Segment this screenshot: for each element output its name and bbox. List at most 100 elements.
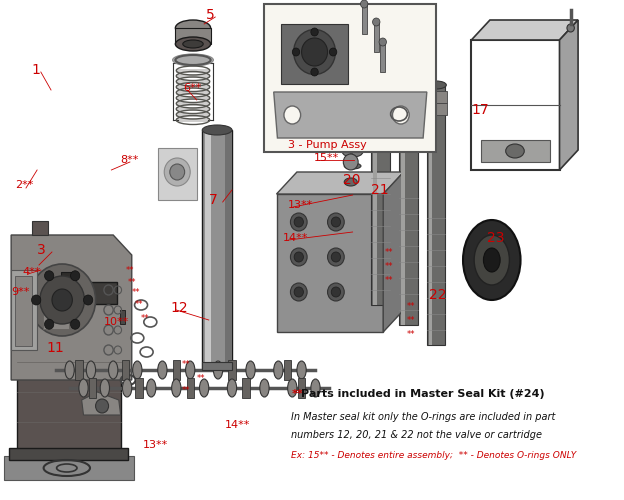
Polygon shape: [276, 172, 404, 194]
Ellipse shape: [274, 361, 283, 379]
Text: **: **: [141, 314, 150, 324]
Text: 8**: 8**: [120, 155, 139, 165]
Bar: [177, 68, 210, 72]
Text: 13**: 13**: [143, 440, 168, 450]
Bar: [21, 282, 117, 304]
Ellipse shape: [200, 379, 209, 397]
Ellipse shape: [227, 379, 236, 397]
Bar: [75, 360, 82, 380]
Ellipse shape: [172, 379, 181, 397]
Ellipse shape: [86, 361, 95, 379]
Circle shape: [329, 48, 337, 56]
Circle shape: [292, 48, 300, 56]
Bar: [32, 221, 48, 235]
Circle shape: [328, 213, 344, 231]
Bar: [480, 140, 550, 162]
Polygon shape: [82, 392, 120, 415]
Bar: [228, 360, 236, 380]
Bar: [373, 95, 377, 305]
Text: 11: 11: [46, 341, 64, 355]
Bar: [397, 113, 419, 125]
Bar: [427, 85, 446, 345]
Text: 20: 20: [343, 173, 361, 187]
Bar: [429, 85, 432, 345]
Bar: [177, 96, 210, 100]
Bar: [187, 378, 194, 398]
Ellipse shape: [202, 125, 232, 135]
Ellipse shape: [122, 379, 132, 397]
Ellipse shape: [40, 276, 84, 324]
Ellipse shape: [164, 158, 190, 186]
Text: 17: 17: [471, 103, 489, 117]
Ellipse shape: [343, 176, 363, 184]
Bar: [9, 448, 128, 460]
Ellipse shape: [301, 38, 328, 66]
Circle shape: [71, 319, 80, 329]
Circle shape: [361, 0, 368, 8]
Text: 2**: 2**: [15, 180, 33, 190]
Bar: [265, 4, 436, 152]
Circle shape: [294, 252, 303, 262]
Circle shape: [32, 295, 41, 305]
Ellipse shape: [260, 379, 269, 397]
Ellipse shape: [474, 235, 509, 285]
Bar: [284, 360, 291, 380]
Ellipse shape: [147, 379, 156, 397]
Text: **: **: [182, 386, 190, 394]
Circle shape: [379, 38, 386, 46]
Bar: [276, 194, 383, 332]
Bar: [177, 74, 210, 78]
Ellipse shape: [463, 220, 520, 300]
Text: **: **: [197, 374, 205, 382]
Bar: [120, 310, 125, 324]
Text: numbers 12, 20, 21 & 22 not the valve or cartridge: numbers 12, 20, 21 & 22 not the valve or…: [291, 430, 542, 440]
Bar: [369, 101, 392, 113]
Circle shape: [71, 271, 80, 281]
Text: 10**: 10**: [104, 317, 129, 327]
Text: 12: 12: [171, 301, 188, 315]
Text: 9**: 9**: [11, 287, 29, 297]
Ellipse shape: [344, 163, 361, 169]
Bar: [362, 4, 366, 34]
Circle shape: [328, 248, 344, 266]
Ellipse shape: [175, 20, 211, 36]
Text: 14**: 14**: [225, 420, 250, 430]
Bar: [205, 130, 211, 370]
Ellipse shape: [398, 91, 419, 99]
Ellipse shape: [52, 289, 72, 311]
Text: 22: 22: [429, 288, 446, 302]
Ellipse shape: [294, 30, 336, 74]
Bar: [471, 40, 560, 170]
Text: 21: 21: [371, 183, 389, 197]
Text: **: **: [385, 276, 394, 284]
Circle shape: [331, 287, 341, 297]
Bar: [177, 80, 210, 84]
Ellipse shape: [175, 37, 211, 51]
Ellipse shape: [426, 81, 446, 89]
Circle shape: [95, 399, 109, 413]
Ellipse shape: [297, 361, 306, 379]
Circle shape: [44, 271, 54, 281]
Bar: [89, 378, 97, 398]
Bar: [425, 91, 447, 103]
Circle shape: [373, 18, 380, 26]
Bar: [11, 270, 37, 350]
Text: **: **: [135, 300, 143, 308]
Ellipse shape: [370, 91, 391, 99]
Text: **: **: [128, 278, 137, 286]
Bar: [173, 360, 180, 380]
Circle shape: [44, 319, 54, 329]
Bar: [371, 95, 390, 305]
Text: 3: 3: [37, 243, 46, 257]
Circle shape: [328, 283, 344, 301]
Bar: [4, 456, 134, 480]
Bar: [374, 22, 379, 52]
Bar: [242, 378, 250, 398]
Bar: [177, 85, 210, 89]
Ellipse shape: [246, 361, 255, 379]
Text: 6**: 6**: [183, 83, 202, 93]
Text: **: **: [132, 288, 140, 298]
Text: **: **: [406, 316, 415, 324]
Bar: [177, 118, 210, 122]
Text: Parts included in Master Seal Kit (#24): Parts included in Master Seal Kit (#24): [301, 389, 544, 399]
